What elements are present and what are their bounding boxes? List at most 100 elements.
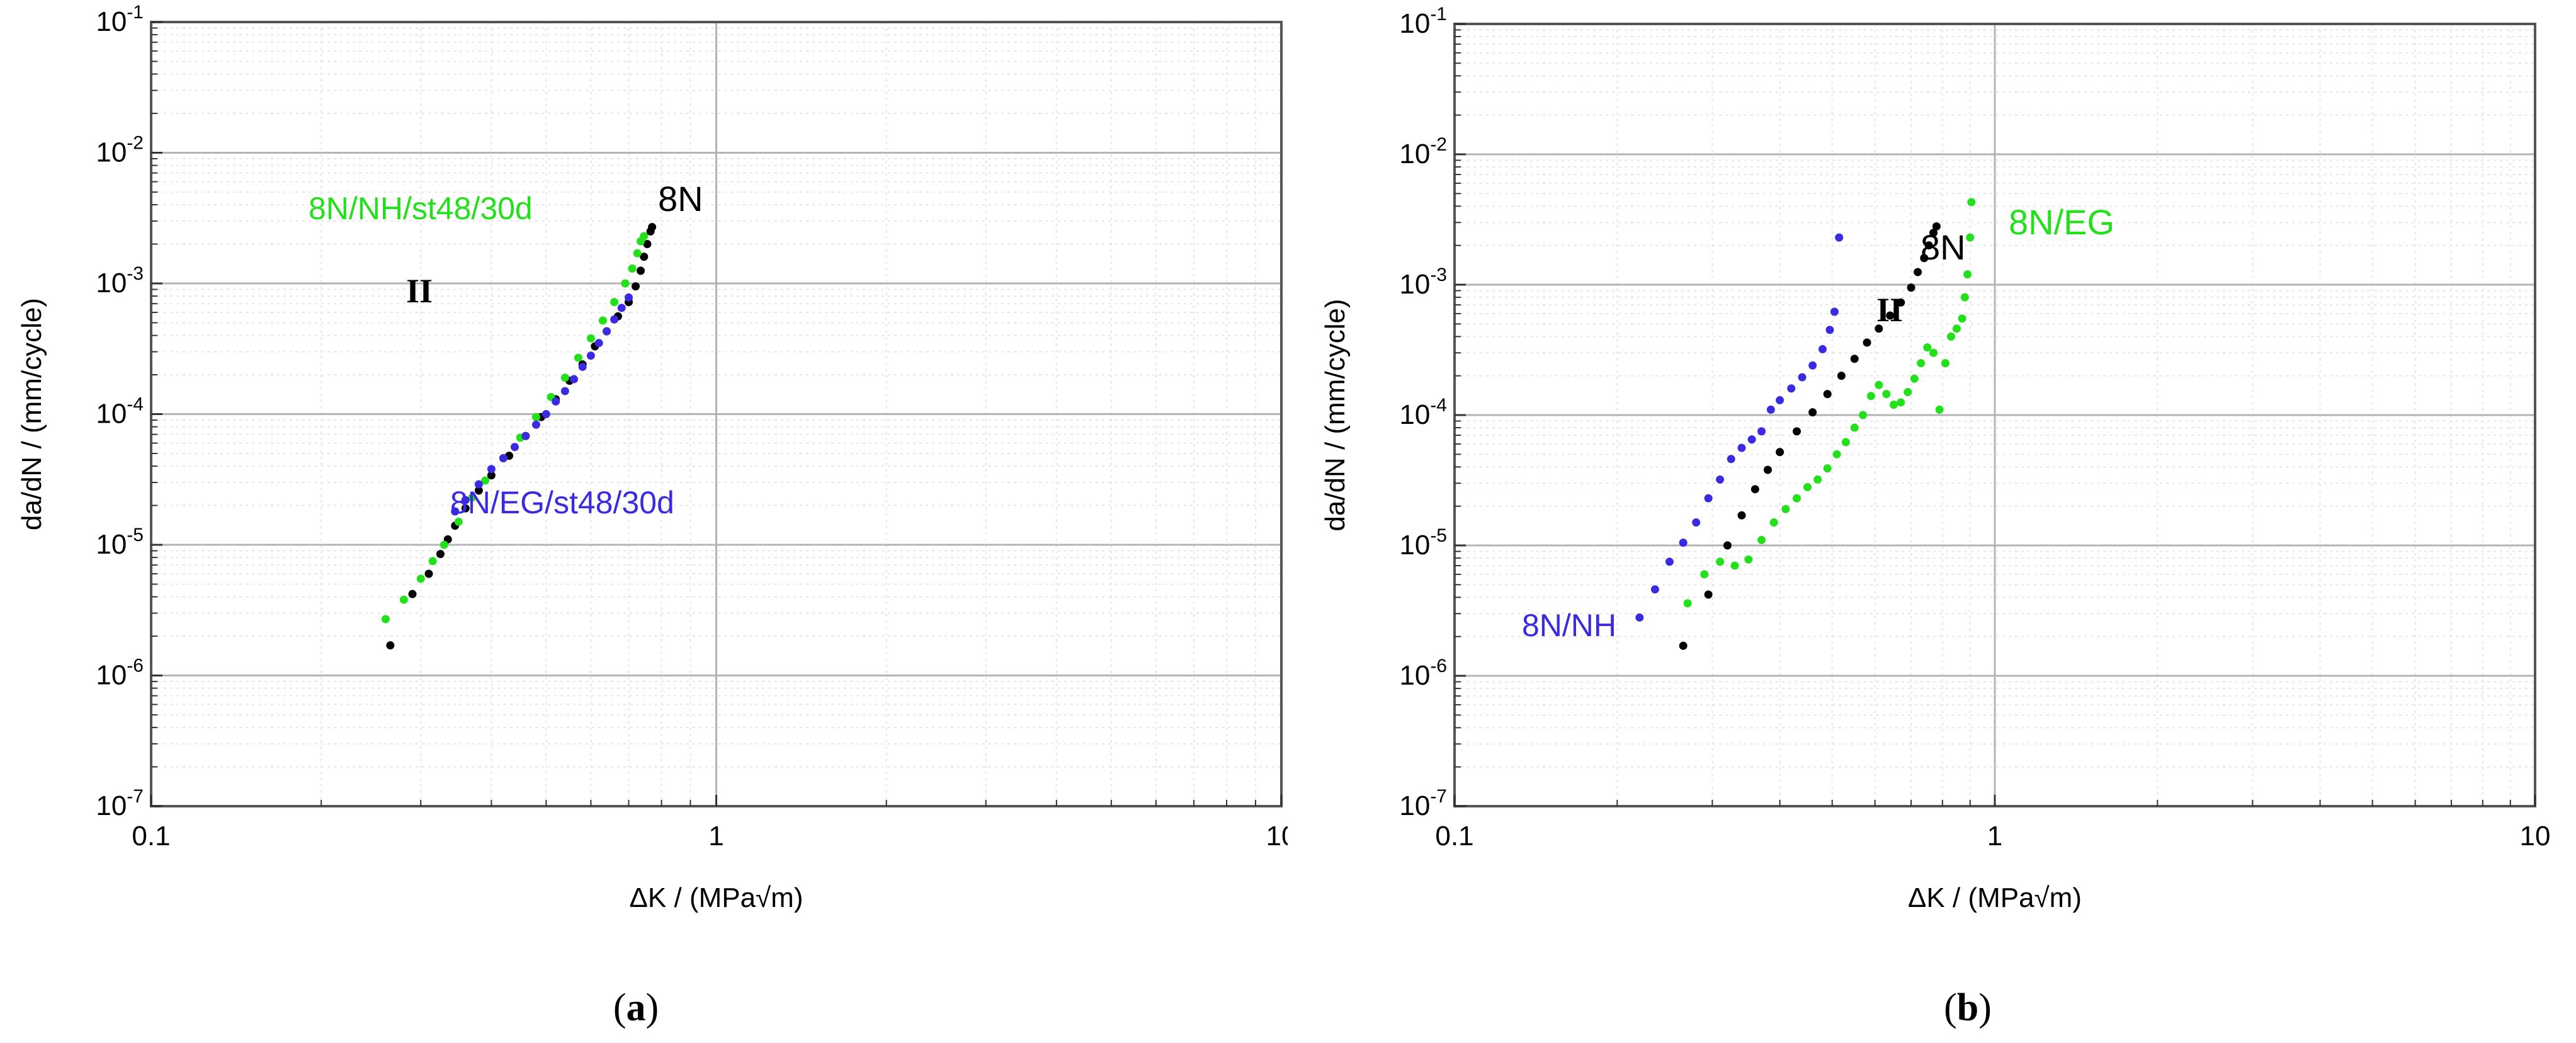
data-point: [1914, 268, 1922, 276]
data-point: [574, 353, 582, 362]
region-label: II: [1876, 291, 1903, 329]
data-point: [1935, 405, 1944, 414]
data-point: [1823, 464, 1832, 473]
data-point: [521, 431, 530, 440]
data-point: [610, 315, 619, 324]
data-point: [1679, 641, 1688, 650]
chart-a-svg: 0.1 1 10 10-7 10-6 10-5 10-4 10-3 10-2 10-1 ΔK / (…: [16, 2, 1288, 913]
series-8n-nh: [1635, 233, 1844, 622]
data-point: [624, 293, 633, 302]
y-tick-label: 10-4: [1399, 395, 1447, 430]
data-point: [1947, 332, 1956, 341]
x-tick-label: 0.1: [132, 821, 170, 852]
y-tick-label: 10-3: [1399, 265, 1447, 300]
x-tick-label: 1: [1987, 821, 2002, 852]
data-point: [1910, 374, 1919, 383]
data-point: [1700, 570, 1709, 579]
data-point: [531, 413, 540, 421]
data-point: [1960, 293, 1969, 302]
data-point: [1897, 398, 1905, 407]
series-annotation: 8N: [1921, 227, 1966, 267]
data-point: [1808, 361, 1817, 370]
data-point: [1835, 233, 1844, 242]
series-8n-nh-st48-30d: [381, 232, 649, 624]
data-point: [1692, 518, 1701, 527]
x-axis-label: ΔK / (MPa√m): [1908, 882, 2082, 913]
series-8n-eg: [1683, 198, 1976, 608]
caption-b: (b): [1944, 986, 1992, 1029]
y-tick-label: 10-4: [96, 394, 144, 430]
data-point: [474, 486, 483, 495]
data-point: [1763, 465, 1772, 474]
data-point: [1967, 198, 1976, 207]
data-point: [617, 304, 626, 312]
data-point: [631, 282, 640, 291]
data-point: [603, 327, 611, 336]
data-point: [1635, 613, 1644, 622]
axis-ticks: [150, 21, 1283, 807]
data-point: [461, 496, 470, 504]
y-axis-label: da/dN / (mm/cycle): [1320, 299, 1351, 531]
data-point: [1730, 561, 1739, 570]
data-point: [1907, 283, 1915, 292]
data-point: [1886, 311, 1895, 320]
data-point: [1737, 443, 1746, 452]
data-point: [416, 574, 425, 583]
data-point: [1875, 380, 1883, 389]
data-point: [1875, 324, 1883, 333]
data-point: [633, 249, 642, 258]
series-annotation: 8N/NH/st48/30d: [309, 191, 533, 226]
data-point: [610, 298, 619, 307]
y-tick-label: 10-3: [96, 263, 144, 299]
major-grid: [1453, 23, 2536, 807]
series-annotation: 8N/NH: [1522, 608, 1616, 643]
y-tick-label: 10-7: [96, 786, 144, 821]
data-point: [1863, 338, 1871, 347]
data-point: [440, 540, 448, 549]
data-point: [621, 279, 630, 288]
y-tick-label: 10-7: [1399, 786, 1447, 821]
x-tick-label: 10: [2520, 821, 2551, 852]
data-point: [428, 557, 437, 566]
data-point: [1952, 324, 1961, 333]
data-point: [424, 569, 433, 578]
x-axis-label: ΔK / (MPa√m): [630, 882, 803, 913]
data-point: [386, 641, 395, 650]
data-point: [1813, 475, 1822, 484]
data-point: [1819, 345, 1827, 353]
data-point: [1727, 455, 1735, 464]
data-point: [1963, 270, 1972, 279]
axis-ticks: [1453, 23, 2536, 807]
data-point: [1737, 511, 1746, 520]
data-point: [1793, 427, 1801, 436]
data-point: [1766, 405, 1775, 414]
chart-panel-b: 0.1 1 10 10-7 10-6 10-5 10-4 10-3 10-2 10-1 ΔK / (…: [1288, 0, 2576, 1043]
data-point: [1757, 535, 1766, 544]
data-point: [1859, 411, 1868, 419]
data-point: [1841, 438, 1850, 447]
data-point: [1665, 557, 1674, 566]
data-point: [1704, 494, 1713, 503]
data-point: [1932, 222, 1941, 231]
series-annotation: 8N: [658, 179, 703, 219]
series-8n: [1679, 222, 1941, 650]
data-point: [1825, 326, 1834, 334]
caption-a: (a): [613, 986, 659, 1029]
data-point: [480, 476, 489, 485]
data-point: [1897, 298, 1905, 307]
data-point: [1850, 355, 1859, 363]
data-point: [1837, 372, 1846, 380]
data-point: [586, 334, 595, 343]
data-point: [542, 410, 550, 418]
data-point: [487, 465, 496, 474]
y-tick-label: 10-5: [96, 525, 144, 560]
x-tick-label: 10: [1266, 821, 1288, 852]
data-point: [1769, 518, 1778, 527]
data-point: [1823, 390, 1832, 399]
data-point: [531, 420, 540, 429]
data-point: [569, 375, 578, 384]
data-point: [1683, 599, 1692, 608]
data-point: [1866, 392, 1875, 401]
chart-panel-a: 0.1 1 10 10-7 10-6 10-5 10-4 10-3 10-2 10-1 ΔK / (…: [16, 2, 1288, 1029]
data-point: [1793, 494, 1801, 503]
